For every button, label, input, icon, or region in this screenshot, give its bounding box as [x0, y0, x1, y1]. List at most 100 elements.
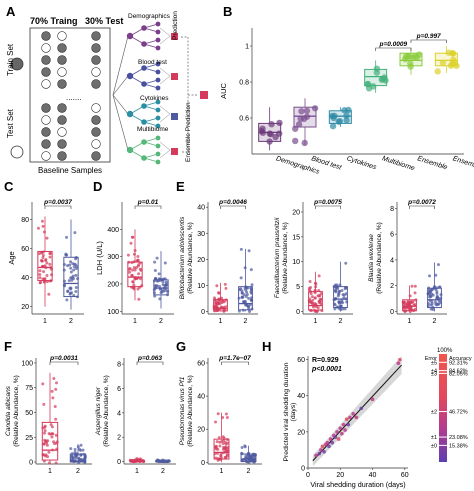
tree-edge	[143, 153, 159, 159]
sample-dot	[41, 67, 51, 77]
data-point	[47, 461, 51, 465]
data-point	[247, 249, 251, 253]
sample-dot	[41, 79, 51, 89]
y-tick-label: 400	[107, 227, 119, 234]
data-point	[247, 460, 251, 464]
sample-dot	[57, 43, 67, 53]
data-point	[414, 298, 418, 302]
data-point	[69, 270, 73, 274]
p-value-label: p=0.0037	[43, 199, 72, 206]
data-point	[404, 309, 408, 313]
y-tick-label: 100	[21, 360, 33, 367]
data-point	[155, 284, 159, 288]
legend-accuracy-label: 15.38%	[449, 443, 468, 449]
data-point	[266, 138, 273, 145]
data-point	[158, 287, 162, 291]
significance-bracket	[375, 47, 412, 51]
tree-node	[155, 77, 161, 83]
data-point	[301, 139, 308, 147]
data-point	[41, 264, 45, 268]
data-point	[130, 273, 134, 277]
x-tick-label: 1	[314, 318, 318, 325]
data-point	[48, 262, 52, 266]
y-tick-label: 25	[25, 435, 33, 442]
data-point	[42, 453, 46, 457]
sample-dot	[41, 115, 51, 125]
x-tick-label: 0	[306, 472, 310, 479]
data-point	[343, 307, 347, 311]
data-point	[153, 268, 157, 272]
legend-error-label: ±0	[431, 443, 437, 449]
ensemble-prediction-label: Ensemble Prediction	[185, 102, 192, 162]
y-tick-label: 30	[197, 231, 205, 238]
data-point	[268, 121, 275, 128]
tree-edge	[143, 39, 159, 45]
panel-label-h: H	[262, 339, 271, 354]
tree-edge	[143, 23, 159, 29]
data-point	[218, 298, 222, 302]
data-point	[252, 452, 256, 456]
data-point	[340, 288, 344, 292]
model-trees	[112, 21, 171, 165]
data-point	[70, 459, 74, 463]
data-point	[240, 291, 244, 295]
data-point	[48, 255, 52, 259]
panel-label-c: C	[4, 179, 14, 194]
x-tick-label: 2	[159, 318, 163, 325]
data-point	[428, 298, 432, 302]
tree-edge	[159, 105, 171, 115]
x-tick-label: 1	[43, 318, 47, 325]
data-point	[216, 451, 220, 455]
data-point	[435, 296, 439, 300]
data-point	[247, 296, 251, 300]
data-point	[413, 284, 417, 288]
y-axis-label-unit: (Relative Abundance, %)	[282, 222, 289, 294]
accuracy-top-label: 100%	[437, 348, 453, 354]
sample-dot	[91, 103, 101, 113]
prediction-marker-multibiome	[171, 148, 178, 155]
y-axis-label: Bifidobacterium adolescentis	[179, 216, 186, 299]
data-point	[411, 53, 419, 60]
chart-e1: 0 10 20 30 40 1 2 p=0.0046 Bifidobacterium adole…	[179, 199, 258, 325]
y-axis-label: Faecalibacterium prausnitzii	[274, 217, 281, 298]
data-point	[244, 456, 248, 460]
y-tick-label: 20	[21, 304, 29, 311]
data-point	[163, 261, 167, 265]
tree-edge	[159, 141, 171, 151]
y-tick-label: 75	[25, 385, 33, 392]
sample-grid	[41, 31, 101, 161]
data-point	[341, 422, 346, 427]
data-point	[313, 288, 317, 292]
significance-bracket	[410, 39, 447, 43]
data-point	[155, 459, 159, 463]
y-tick-label: 40	[21, 275, 29, 282]
data-point	[132, 266, 136, 270]
data-point	[413, 307, 417, 311]
data-point	[246, 454, 250, 458]
data-point	[214, 456, 218, 460]
x-tick-label: 2	[247, 468, 251, 475]
data-point	[164, 282, 168, 286]
legend-error-label: ±2	[431, 410, 437, 416]
data-point	[213, 305, 217, 309]
tree-branch	[112, 75, 129, 96]
y-tick-label: 8	[390, 206, 394, 213]
data-point	[224, 298, 228, 302]
tree-node	[155, 115, 161, 121]
data-point	[314, 285, 318, 289]
data-point	[65, 298, 69, 302]
data-point	[216, 457, 220, 461]
data-point	[42, 279, 46, 283]
data-point	[79, 443, 83, 447]
y-tick-label: 200	[107, 281, 119, 288]
data-point	[379, 76, 386, 83]
data-point	[365, 85, 373, 92]
data-point	[132, 283, 136, 287]
data-point	[45, 261, 49, 265]
y-tick-label: 20	[197, 257, 205, 264]
data-point	[224, 455, 228, 459]
y-tick-label: 40	[197, 205, 205, 212]
test-set-marker	[10, 145, 24, 159]
data-point	[62, 268, 66, 272]
data-point	[129, 241, 133, 245]
